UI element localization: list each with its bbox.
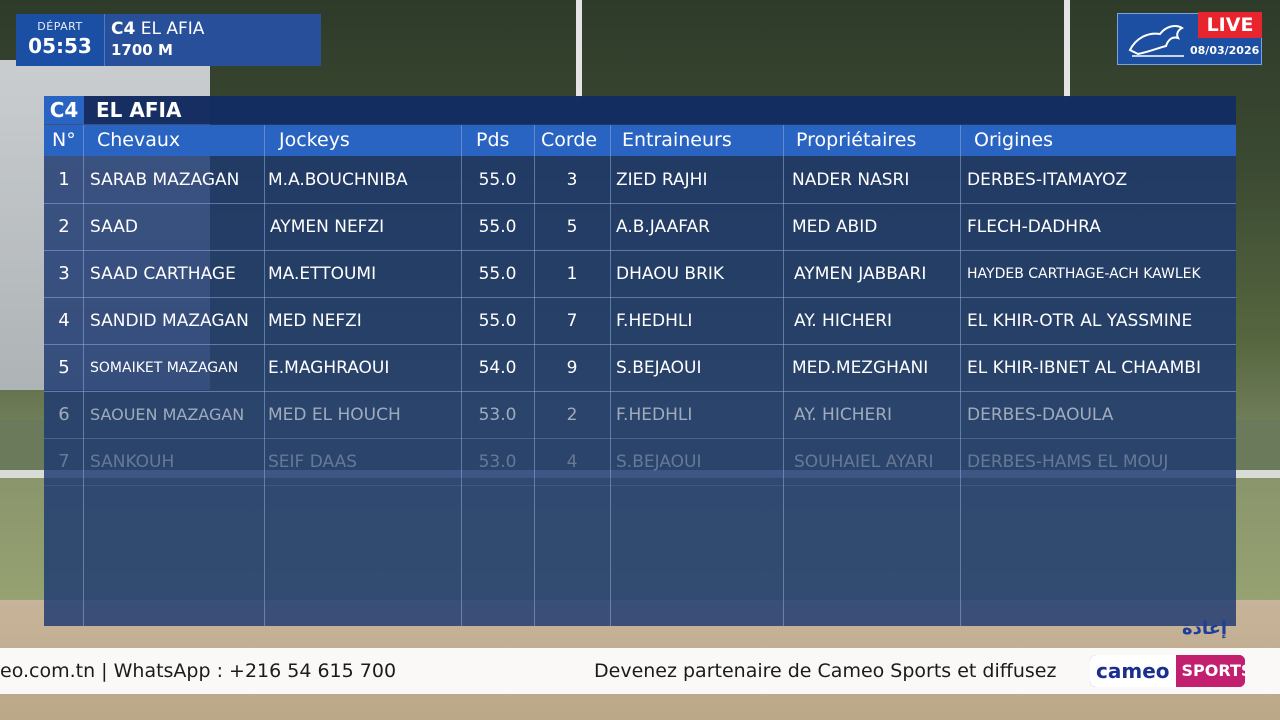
- table-race-code: C4: [44, 96, 84, 124]
- col-origines: Origines: [974, 129, 1054, 151]
- row-pds: 55.0: [478, 311, 517, 331]
- depart-block: DÉPART 05:53: [16, 14, 104, 66]
- table-row: 5 SOMAIKET MAZAGAN E.MAGHRAOUI 54.0 9 S.…: [44, 345, 1236, 392]
- horse-logo-icon: [1128, 25, 1184, 57]
- row-origin: EL KHIR-OTR AL YASSMINE: [967, 311, 1193, 331]
- col-corde: Corde: [541, 129, 598, 151]
- row-trainer: S.BEJAOUI: [616, 452, 702, 472]
- col-chevaux: Chevaux: [97, 129, 181, 151]
- col-num: N°: [52, 129, 76, 151]
- row-origin: FLECH-DADHRA: [967, 217, 1101, 237]
- row-owner: AYMEN JABBARI: [794, 264, 927, 284]
- row-num: 5: [58, 357, 70, 378]
- row-trainer: F.HEDHLI: [616, 405, 693, 425]
- race-info-box: DÉPART 05:53 C4 EL AFIA 1700 M: [16, 14, 321, 66]
- row-origin: HAYDEB CARTHAGE-ACH KAWLEK: [967, 266, 1201, 282]
- broadcast-date: 08/03/2026: [1190, 44, 1260, 57]
- row-trainer: F.HEDHLI: [616, 311, 693, 331]
- logo-sports-text: SPORTS: [1175, 655, 1245, 687]
- table-race-name: EL AFIA: [96, 98, 182, 122]
- row-corde: 9: [566, 358, 578, 378]
- row-jockey: AYMEN NEFZI: [270, 217, 385, 237]
- depart-time: 05:53: [28, 34, 92, 58]
- row-horse: SOMAIKET MAZAGAN: [90, 360, 239, 376]
- table-row: 6 SAOUEN MAZAGAN MED EL HOUCH 53.0 2 F.H…: [44, 392, 1236, 439]
- row-horse: SANKOUH: [90, 452, 175, 472]
- row-horse: SANDID MAZAGAN: [90, 311, 249, 331]
- row-trainer: DHAOU BRIK: [616, 264, 725, 284]
- row-owner: AY. HICHERI: [794, 311, 893, 331]
- row-owner: AY. HICHERI: [794, 405, 893, 425]
- row-horse: SAOUEN MAZAGAN: [90, 405, 245, 424]
- row-horse: SAAD: [90, 217, 138, 237]
- row-jockey: MED NEFZI: [268, 311, 362, 331]
- bottom-ticker: eo.com.tn | WhatsApp : +216 54 615 700 D…: [0, 648, 1280, 694]
- row-corde: 3: [566, 170, 578, 190]
- row-num: 2: [58, 216, 70, 237]
- row-num: 6: [58, 404, 70, 425]
- row-corde: 4: [566, 452, 578, 472]
- row-jockey: M.A.BOUCHNIBA: [268, 170, 408, 190]
- row-jockey: MA.ETTOUMI: [268, 264, 377, 284]
- row-pds: 55.0: [478, 217, 517, 237]
- table-row: 2 SAAD AYMEN NEFZI 55.0 5 A.B.JAAFAR MED…: [44, 204, 1236, 251]
- race-code: C4: [111, 19, 136, 39]
- row-horse: SARAB MAZAGAN: [90, 170, 240, 190]
- row-origin: DERBES-DAOULA: [967, 405, 1114, 425]
- col-pds: Pds: [476, 129, 510, 151]
- col-jockeys: Jockeys: [279, 129, 350, 151]
- row-origin: DERBES-HAMS EL MOUJ: [967, 452, 1169, 472]
- col-entraineurs: Entraineurs: [622, 129, 732, 151]
- logo-cameo-text: cameo: [1090, 655, 1176, 687]
- table-row: 7 SANKOUH SEIF DAAS 53.0 4 S.BEJAOUI SOU…: [44, 439, 1236, 486]
- ticker-message: Devenez partenaire de Cameo Sports et di…: [594, 660, 1057, 682]
- row-horse: SAAD CARTHAGE: [90, 264, 236, 284]
- table-row: 4 SANDID MAZAGAN MED NEFZI 55.0 7 F.HEDH…: [44, 298, 1236, 345]
- row-corde: 1: [566, 264, 578, 284]
- row-num: 4: [58, 310, 70, 331]
- row-num: 3: [58, 263, 70, 284]
- row-origin: DERBES-ITAMAYOZ: [967, 170, 1128, 190]
- row-jockey: MED EL HOUCH: [268, 405, 401, 425]
- depart-label: DÉPART: [37, 20, 83, 33]
- race-name: EL AFIA: [140, 19, 205, 39]
- row-pds: 55.0: [478, 170, 517, 190]
- row-trainer: A.B.JAAFAR: [616, 217, 710, 237]
- rewind-label: إعادة: [1182, 618, 1228, 639]
- row-pds: 53.0: [478, 452, 517, 472]
- row-trainer: S.BEJAOUI: [616, 358, 702, 378]
- row-owner: NADER NASRI: [792, 170, 910, 190]
- row-origin: EL KHIR-IBNET AL CHAAMBI: [967, 358, 1201, 378]
- ticker-contact: eo.com.tn | WhatsApp : +216 54 615 700: [0, 660, 397, 682]
- row-jockey: SEIF DAAS: [268, 452, 358, 472]
- row-trainer: ZIED RAJHI: [616, 170, 708, 190]
- row-num: 1: [58, 169, 70, 190]
- table-header: N° Chevaux Jockeys Pds Corde Entraineurs…: [44, 125, 1236, 156]
- race-table-panel: C4 EL AFIA N° Chevaux Jockeys Pds Corde …: [44, 96, 1236, 626]
- table-row: 3 SAAD CARTHAGE MA.ETTOUMI 55.0 1 DHAOU …: [44, 251, 1236, 298]
- race-details: C4 EL AFIA 1700 M: [104, 14, 321, 66]
- table-title-bar: C4 EL AFIA: [44, 96, 1236, 124]
- row-owner: SOUHAIEL AYARI: [794, 452, 934, 472]
- row-owner: MED.MEZGHANI: [792, 358, 929, 378]
- row-pds: 53.0: [478, 405, 517, 425]
- row-jockey: E.MAGHRAOUI: [268, 358, 390, 378]
- race-distance: 1700 M: [111, 41, 173, 59]
- row-corde: 2: [566, 405, 578, 425]
- row-num: 7: [58, 451, 70, 472]
- row-corde: 5: [566, 217, 578, 237]
- row-pds: 55.0: [478, 264, 517, 284]
- row-owner: MED ABID: [792, 217, 878, 237]
- cameo-sports-logo: cameo SPORTS: [1090, 655, 1245, 687]
- col-proprietaires: Propriétaires: [796, 129, 917, 151]
- row-pds: 54.0: [478, 358, 517, 378]
- row-corde: 7: [566, 311, 578, 331]
- live-badge: LIVE: [1198, 12, 1262, 38]
- table-row: 1 SARAB MAZAGAN M.A.BOUCHNIBA 55.0 3 ZIE…: [44, 157, 1236, 204]
